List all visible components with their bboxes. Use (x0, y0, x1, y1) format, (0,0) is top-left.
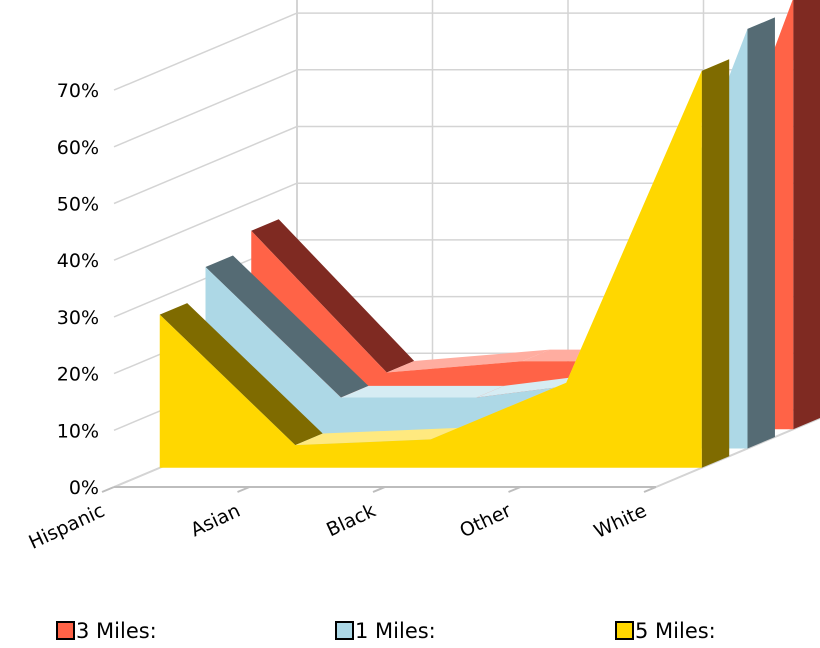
legend: 3 Miles: 1 Miles: 5 Miles: (57, 619, 716, 643)
x-tick (102, 487, 114, 492)
y-tick-label: 30% (57, 307, 99, 329)
area-end-cap (748, 17, 775, 448)
x-tick-label: Asian (187, 500, 243, 542)
x-tick-label: White (591, 500, 650, 543)
gridline-side (114, 127, 297, 204)
x-tick-label: Black (323, 500, 379, 542)
y-tick-label: 60% (57, 137, 99, 159)
y-tick-label: 20% (57, 364, 99, 386)
legend-swatch (57, 622, 74, 639)
y-tick-label: 10% (57, 420, 99, 442)
legend-label: 5 Miles: (635, 619, 716, 643)
area-end-cap (793, 0, 820, 429)
area-top-segment (341, 386, 504, 398)
legend-label: 3 Miles: (76, 619, 157, 643)
legend-swatch (336, 622, 353, 639)
legend-swatch (616, 622, 633, 639)
x-axis: Hispanic Asian Black Other White (25, 487, 656, 554)
area-end-cap (702, 59, 729, 467)
gridline-side (114, 70, 297, 147)
y-tick-label: 40% (57, 250, 99, 272)
x-tick-label: Other (456, 500, 514, 543)
y-tick-label: 0% (69, 477, 99, 499)
x-tick-label: Hispanic (25, 500, 108, 554)
y-axis: 0% 10% 20% 30% 40% 50% 60% 70% (57, 80, 114, 499)
y-tick-label: 50% (57, 194, 99, 216)
legend-label: 1 Miles: (355, 619, 436, 643)
y-tick-label: 70% (57, 80, 99, 102)
gridline-side (114, 13, 297, 90)
